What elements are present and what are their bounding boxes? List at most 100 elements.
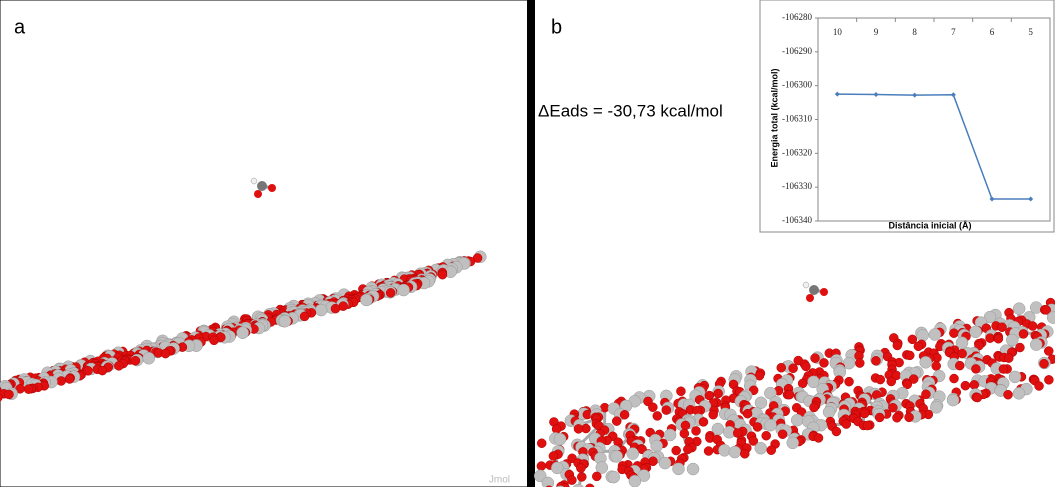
o-atom xyxy=(892,412,902,423)
ti-atom xyxy=(553,432,567,446)
o-atom xyxy=(679,428,690,439)
o-atom xyxy=(254,190,262,198)
annotation: ΔEads = -30,73 kcal/mol xyxy=(538,101,723,120)
o-atom xyxy=(567,475,577,485)
o-atom xyxy=(1043,346,1054,356)
o-atom xyxy=(844,376,854,387)
o-atom xyxy=(871,356,881,366)
o-atom xyxy=(761,430,771,441)
ti-atom xyxy=(919,356,932,369)
point xyxy=(912,92,918,98)
o-atom xyxy=(536,438,547,448)
ti-atom xyxy=(1012,387,1026,400)
ti-atom xyxy=(718,444,731,457)
o-atom xyxy=(949,373,959,384)
o-atom xyxy=(904,412,914,423)
o-atom xyxy=(740,449,750,459)
o-atom xyxy=(748,436,759,446)
x-tick-label: 8 xyxy=(912,27,917,37)
o-atom xyxy=(971,364,981,374)
x-tick-label: 7 xyxy=(951,27,956,37)
ti-atom xyxy=(1006,333,1019,347)
o-atom xyxy=(1018,329,1029,339)
o-atom xyxy=(671,445,681,456)
o-atom xyxy=(713,388,723,399)
ti-atom xyxy=(626,447,639,460)
o-atom xyxy=(892,340,903,351)
o-atom xyxy=(611,416,622,426)
o-atom xyxy=(998,364,1009,374)
o-atom xyxy=(874,412,885,423)
o-atom xyxy=(708,409,718,420)
o-atom xyxy=(997,322,1007,332)
o-atom xyxy=(888,402,898,413)
o-atom xyxy=(683,444,693,455)
o-atom xyxy=(972,392,983,403)
ti-atom xyxy=(930,401,943,414)
ti-atom xyxy=(1008,370,1022,384)
panel-label: b xyxy=(551,16,562,38)
h-atom xyxy=(250,177,258,185)
o-atom xyxy=(1004,353,1014,363)
o-atom xyxy=(680,420,691,431)
o-atom xyxy=(931,361,941,371)
ti-atom xyxy=(314,303,328,317)
point xyxy=(834,91,840,97)
o-atom xyxy=(437,269,448,280)
o-atom xyxy=(268,184,276,192)
ti-atom xyxy=(236,326,249,339)
o-atom xyxy=(886,376,897,387)
ti-atom xyxy=(541,476,555,487)
ti-atom xyxy=(754,396,768,410)
o-atom xyxy=(752,422,763,432)
o-atom xyxy=(969,380,979,390)
y-axis-title: Energia total (kcal/mol) xyxy=(769,68,779,167)
ti-atom xyxy=(955,336,969,350)
x-tick-label: 5 xyxy=(1028,27,1033,37)
o-atom xyxy=(64,374,75,384)
ti-atom xyxy=(786,436,799,450)
o-atom xyxy=(859,408,870,419)
o-atom xyxy=(921,389,931,400)
o-atom xyxy=(1015,342,1025,353)
divider xyxy=(527,0,535,487)
ti-atom xyxy=(983,310,997,324)
o-atom xyxy=(1044,375,1054,385)
ti-atom xyxy=(946,393,960,407)
o-atom xyxy=(797,378,808,389)
o-atom xyxy=(385,288,396,298)
o-atom xyxy=(619,410,630,420)
ti-atom xyxy=(790,413,804,427)
o-atom xyxy=(742,408,753,419)
o-atom xyxy=(784,389,795,400)
o-atom xyxy=(820,288,828,296)
o-atom xyxy=(551,424,562,434)
o-atom xyxy=(1034,381,1044,391)
y-tick-label: -106340 xyxy=(782,215,812,225)
x-tick-label: 6 xyxy=(990,27,995,37)
o-atom xyxy=(855,358,865,368)
y-tick-label: -106290 xyxy=(782,46,812,56)
o-atom xyxy=(661,405,672,415)
o-atom xyxy=(0,393,3,402)
ti-atom xyxy=(672,462,685,476)
point xyxy=(950,92,956,98)
o-atom xyxy=(831,426,842,437)
point xyxy=(1028,196,1034,202)
ti-atom xyxy=(822,405,836,419)
ti-atom xyxy=(686,462,700,476)
o-atom xyxy=(330,303,341,314)
o-atom xyxy=(819,358,829,368)
y-tick-label: -106300 xyxy=(782,80,812,90)
y-tick-label: -106330 xyxy=(782,181,812,191)
c-atom xyxy=(257,181,267,191)
ti-atom xyxy=(607,470,621,484)
x-tick-label: 10 xyxy=(833,27,843,37)
ti-atom xyxy=(650,439,663,453)
ti-atom xyxy=(610,450,623,463)
lattice-a xyxy=(0,177,487,402)
o-atom xyxy=(4,389,14,400)
o-atom xyxy=(1039,358,1049,369)
o-atom xyxy=(841,419,852,429)
